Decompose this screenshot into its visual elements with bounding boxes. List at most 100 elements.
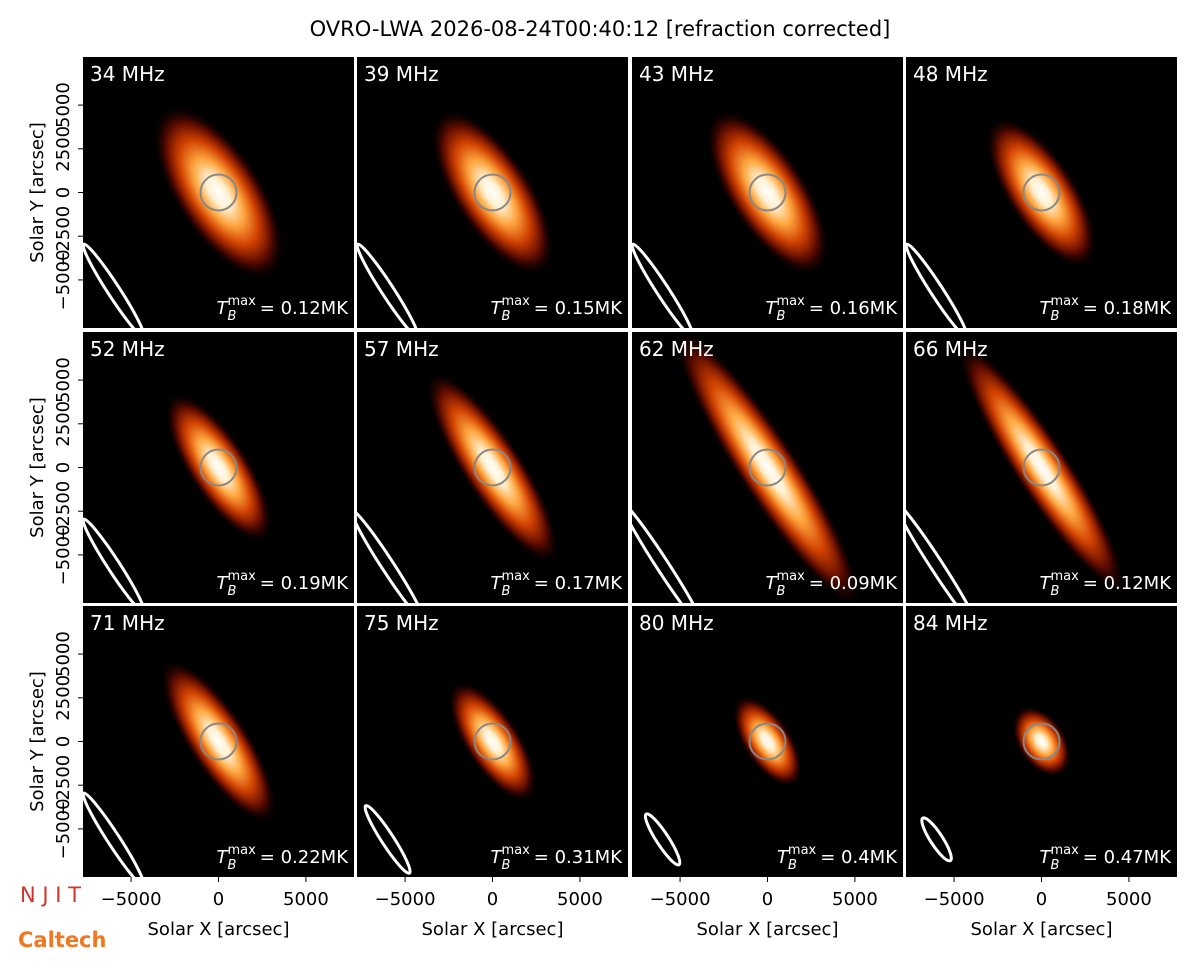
x-tick-label: −5000 xyxy=(650,889,711,910)
tb-value: = 0.47MK xyxy=(1083,847,1172,868)
tb-sup: max xyxy=(1050,569,1079,584)
tb-max-label: TBmax = 0.16MK xyxy=(766,294,899,324)
tb-value: = 0.15MK xyxy=(534,298,623,319)
y-tick-label: −5000 xyxy=(53,798,74,859)
tb-sup: max xyxy=(501,843,530,858)
frequency-label: 75 MHz xyxy=(364,611,439,635)
y-tick-label: −2500 xyxy=(53,206,74,267)
y-axis-label: Solar Y [arcsec] xyxy=(27,122,48,263)
solar-limb xyxy=(473,448,512,487)
solar-limb xyxy=(1022,448,1061,487)
beam xyxy=(906,500,980,603)
x-axis-label: Solar X [arcsec] xyxy=(697,919,839,940)
tb-symbol: T xyxy=(217,847,230,868)
source-emission xyxy=(425,370,560,565)
tb-max-label: TBmax = 0.22MK xyxy=(217,843,350,873)
y-tick-label: 2500 xyxy=(53,401,74,447)
tb-max-label: TBmax = 0.09MK xyxy=(766,569,899,599)
y-tick-label: 0 xyxy=(53,187,74,198)
tb-symbol: T xyxy=(491,847,504,868)
tb-symbol: T xyxy=(766,573,779,594)
solar-limb xyxy=(748,448,787,487)
solar-limb xyxy=(748,722,787,761)
panel xyxy=(632,606,903,877)
panel xyxy=(357,57,628,328)
panel xyxy=(83,332,354,603)
solar-limb xyxy=(473,173,512,212)
tb-max-label: TBmax = 0.47MK xyxy=(1040,843,1173,873)
beam xyxy=(83,791,146,877)
panel xyxy=(83,57,354,328)
tb-sup: max xyxy=(501,569,530,584)
tb-sup: max xyxy=(788,843,817,858)
y-tick-label: 5000 xyxy=(53,82,74,128)
x-axis-label: Solar X [arcsec] xyxy=(148,919,290,940)
x-tick-label: −5000 xyxy=(924,889,985,910)
x-tick-label: 0 xyxy=(487,889,498,910)
frequency-label: 66 MHz xyxy=(913,337,988,361)
beam xyxy=(632,500,706,603)
tb-value: = 0.19MK xyxy=(260,573,349,594)
tb-sub: B xyxy=(228,309,237,324)
x-tick-label: 5000 xyxy=(283,889,329,910)
y-tick-label: 5000 xyxy=(53,357,74,403)
frequency-label: 80 MHz xyxy=(639,611,714,635)
logo-caltech: Caltech xyxy=(18,928,106,952)
tb-sub: B xyxy=(228,584,237,599)
tb-symbol: T xyxy=(766,298,779,319)
frequency-label: 48 MHz xyxy=(913,62,988,86)
panel xyxy=(357,332,628,603)
tb-max-label: TBmax = 0.17MK xyxy=(491,569,624,599)
beam xyxy=(920,816,953,863)
panel xyxy=(906,606,1177,877)
solar-limb xyxy=(199,173,238,212)
tb-value: = 0.31MK xyxy=(534,847,623,868)
tb-sup: max xyxy=(1050,294,1079,309)
x-tick-label: 5000 xyxy=(557,889,603,910)
tb-sub: B xyxy=(502,309,511,324)
source-emission xyxy=(164,392,273,543)
beam xyxy=(357,508,426,603)
tb-max-label: TBmax = 0.15MK xyxy=(491,294,624,324)
x-axis-label: Solar X [arcsec] xyxy=(971,919,1113,940)
logo-njit: N J I T xyxy=(20,883,81,907)
frequency-label: 34 MHz xyxy=(90,62,165,86)
tb-sup: max xyxy=(776,294,805,309)
panel xyxy=(906,57,1177,328)
source-emission xyxy=(732,695,803,788)
y-axis-label: Solar Y [arcsec] xyxy=(27,671,48,812)
tb-value: = 0.17MK xyxy=(534,573,623,594)
solar-limb xyxy=(199,722,238,761)
figure-title: OVRO-LWA 2026-08-24T00:40:12 [refraction… xyxy=(310,17,891,41)
tb-value: = 0.4MK xyxy=(820,847,898,868)
x-tick-label: 0 xyxy=(762,889,773,910)
x-tick-label: 5000 xyxy=(1106,889,1152,910)
x-tick-label: 0 xyxy=(213,889,224,910)
source-emission xyxy=(152,104,285,281)
tb-max-label: TBmax = 0.31MK xyxy=(491,843,624,873)
panel xyxy=(906,332,1177,603)
tb-sub: B xyxy=(777,584,786,599)
source-emission xyxy=(430,109,555,276)
frequency-label: 43 MHz xyxy=(639,62,714,86)
tb-sub: B xyxy=(788,858,797,873)
y-tick-label: −2500 xyxy=(53,481,74,542)
source-emission xyxy=(705,109,830,276)
solar-limb xyxy=(748,173,787,212)
tb-sub: B xyxy=(777,309,786,324)
tb-sub: B xyxy=(1051,584,1060,599)
y-tick-label: 5000 xyxy=(53,631,74,677)
y-axis-label: Solar Y [arcsec] xyxy=(27,397,48,538)
tb-max-label: TBmax = 0.18MK xyxy=(1040,294,1173,324)
tb-symbol: T xyxy=(1040,847,1053,868)
source-emission xyxy=(957,341,1126,594)
y-tick-label: 2500 xyxy=(53,675,74,721)
frequency-label: 39 MHz xyxy=(364,62,439,86)
frequency-label: 84 MHz xyxy=(913,611,988,635)
source-emission xyxy=(673,332,862,603)
x-tick-label: 5000 xyxy=(832,889,878,910)
source-emission xyxy=(447,680,538,803)
tb-value: = 0.22MK xyxy=(260,847,349,868)
tb-sub: B xyxy=(1051,309,1060,324)
